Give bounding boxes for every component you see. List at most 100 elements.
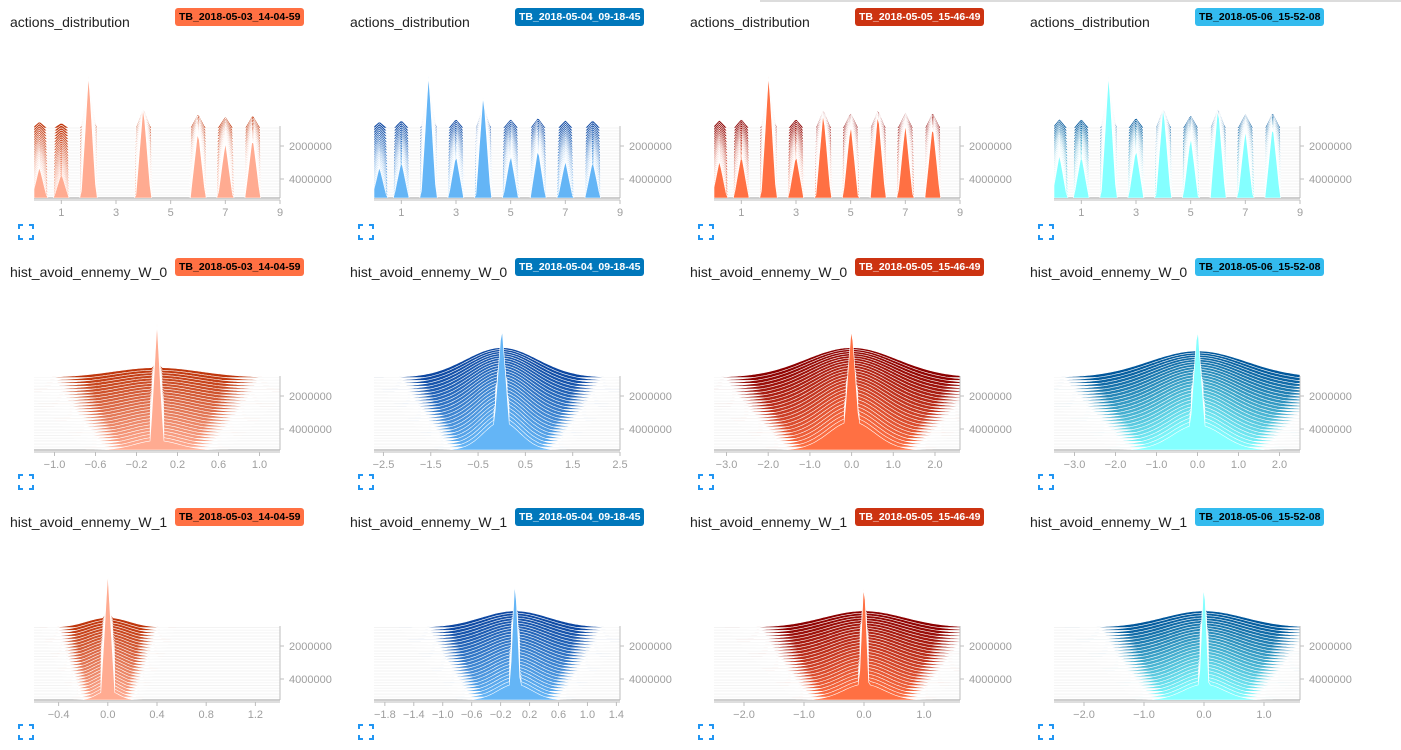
histogram-layer — [373, 76, 620, 196]
x-tick-label: −0.5 — [467, 459, 489, 470]
histogram-layer — [713, 76, 960, 199]
y-tick-label: 2000000 — [289, 391, 332, 403]
histogram-layer — [373, 84, 620, 137]
y-tick-label: 2000000 — [629, 141, 672, 153]
x-tick-label: 0.0 — [100, 709, 115, 720]
y-tick-label: 4000000 — [289, 174, 332, 186]
histogram-layer — [34, 605, 280, 637]
x-tick-label: 5 — [168, 207, 174, 219]
x-tick-label: 3 — [793, 207, 799, 219]
histogram-layer — [373, 84, 620, 134]
histogram-layer — [33, 80, 280, 165]
x-tick-label: −0.6 — [85, 459, 107, 470]
y-tick-label: 4000000 — [289, 674, 332, 686]
histogram-plot: 1 3 5 7 9 2000000 4000000 — [1053, 76, 1352, 219]
fullscreen-expand-icon[interactable] — [358, 224, 374, 240]
histogram-layer — [34, 323, 280, 451]
y-tick-label: 2000000 — [969, 641, 1012, 653]
histogram-layer — [1054, 593, 1300, 695]
fullscreen-expand-icon[interactable] — [18, 474, 34, 490]
histogram-layer — [34, 576, 280, 698]
x-tick-label: −1.0 — [44, 459, 66, 470]
histogram-layer — [374, 595, 620, 686]
histogram-layer — [374, 331, 620, 451]
x-tick-label: −2.0 — [757, 459, 779, 470]
histogram-layer — [1053, 78, 1300, 182]
histogram-layer — [373, 82, 620, 154]
fullscreen-expand-icon[interactable] — [1038, 474, 1054, 490]
histogram-layer — [34, 579, 280, 695]
y-tick-label: 2000000 — [1309, 141, 1352, 153]
y-tick-label: 4000000 — [969, 674, 1012, 686]
histogram-layer — [33, 85, 280, 129]
histogram-card: hist_avoid_ennemy_W_0 TB_2018-05-06_15-52… — [1020, 250, 1360, 500]
histogram-layer — [1053, 80, 1300, 165]
x-tick-label: −3.0 — [1064, 459, 1086, 470]
chart-title: actions_distribution — [1030, 14, 1150, 30]
x-tick-label: 1.0 — [252, 459, 267, 470]
histogram-layer — [1053, 76, 1300, 196]
histogram-layer — [714, 603, 961, 675]
x-tick-label: 1.0 — [886, 459, 901, 470]
y-tick-label: 4000000 — [969, 424, 1012, 436]
y-tick-label: 2000000 — [629, 391, 672, 403]
histogram-layer — [374, 587, 620, 698]
histogram-card: actions_distribution TB_2018-05-04_09-18-… — [340, 0, 680, 250]
x-tick-label: 1 — [58, 207, 64, 219]
histogram-plot: −2.5 −1.5 −0.5 0.5 1.5 2.5 2000000 4000000 — [373, 331, 672, 470]
histogram-layer — [714, 352, 961, 416]
histogram-plot: −3.0 −2.0 −1.0 0.0 1.0 2.0 2000000 4000000 — [713, 331, 1012, 470]
run-tag: TB_2018-05-06_15-52-08 — [1195, 258, 1325, 276]
chart-title: hist_avoid_ennemy_W_1 — [1030, 514, 1188, 530]
fullscreen-expand-icon[interactable] — [698, 474, 714, 490]
histogram-layer — [1054, 591, 1300, 698]
histogram-layer — [374, 601, 620, 675]
x-tick-label: −1.0 — [793, 709, 815, 720]
fullscreen-expand-icon[interactable] — [698, 224, 714, 240]
histogram-layer — [373, 80, 620, 165]
histogram-layer — [1054, 598, 1300, 686]
histogram-layer — [1054, 341, 1300, 439]
x-tick-label: 1.2 — [248, 709, 263, 720]
histogram-plot: 1 3 5 7 9 2000000 4000000 — [373, 76, 672, 219]
x-tick-label: −1.0 — [1146, 459, 1168, 470]
x-tick-label: 2.0 — [1272, 459, 1287, 470]
histogram-layer — [33, 82, 280, 148]
histogram-layer — [1054, 603, 1301, 675]
fullscreen-expand-icon[interactable] — [18, 224, 34, 240]
x-tick-label: −1.5 — [420, 459, 442, 470]
histogram-layer — [374, 598, 620, 680]
histogram-layer — [34, 604, 280, 649]
fullscreen-expand-icon[interactable] — [1038, 224, 1054, 240]
y-tick-label: 4000000 — [1309, 174, 1352, 186]
x-tick-label: −1.0 — [799, 459, 821, 470]
fullscreen-expand-icon[interactable] — [1038, 724, 1054, 740]
histogram-layer — [34, 594, 280, 675]
histogram-layer — [713, 78, 960, 179]
x-tick-label: 0.0 — [856, 709, 871, 720]
histogram-layer — [34, 586, 280, 686]
histogram-layer — [714, 605, 961, 669]
fullscreen-expand-icon[interactable] — [698, 724, 714, 740]
histogram-layer — [713, 83, 960, 146]
fullscreen-expand-icon[interactable] — [358, 724, 374, 740]
fullscreen-expand-icon[interactable] — [358, 474, 374, 490]
y-tick-label: 4000000 — [289, 424, 332, 436]
histogram-layer — [33, 84, 280, 137]
histogram-layer — [33, 83, 280, 146]
histogram-layer — [34, 598, 280, 666]
histogram-layer — [33, 84, 280, 132]
histogram-layer — [1054, 339, 1300, 442]
histogram-layer — [373, 80, 620, 168]
histogram-layer — [34, 603, 280, 651]
histogram-layer — [1053, 84, 1300, 137]
fullscreen-expand-icon[interactable] — [18, 724, 34, 740]
histogram-layer — [714, 608, 961, 654]
histogram-layer — [714, 591, 960, 698]
x-tick-label: −2.0 — [1105, 459, 1127, 470]
y-tick-label: 4000000 — [629, 174, 672, 186]
y-tick-label: 2000000 — [969, 391, 1012, 403]
y-tick-label: 2000000 — [629, 641, 672, 653]
histogram-layer — [34, 603, 280, 634]
x-tick-label: 5 — [848, 207, 854, 219]
